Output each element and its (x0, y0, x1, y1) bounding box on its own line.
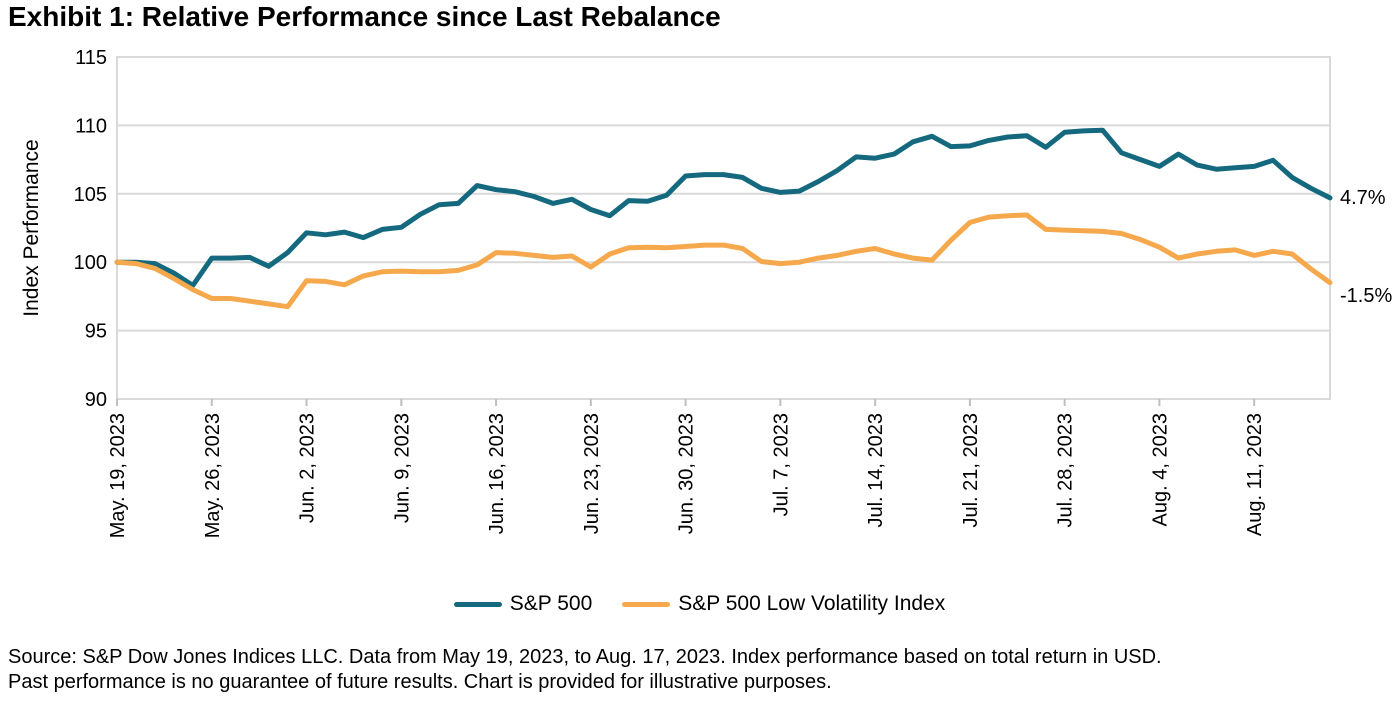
x-tick-label: Jun. 30, 2023 (676, 413, 698, 534)
y-tick-label: 115 (75, 47, 107, 69)
x-tick-label: Aug. 11, 2023 (1244, 413, 1266, 536)
y-tick-label: 90 (85, 389, 107, 411)
legend-item-low-vol: S&P 500 Low Volatility Index (622, 592, 945, 616)
x-tick-label: Jun. 23, 2023 (581, 413, 603, 534)
legend-label-sp500: S&P 500 (509, 592, 593, 615)
x-tick-label: Jul. 28, 2023 (1055, 413, 1077, 528)
legend-item-sp500: S&P 500 (453, 592, 593, 616)
x-tick-label: Jul. 14, 2023 (865, 413, 887, 528)
x-tick-label: May. 19, 2023 (107, 413, 129, 538)
x-tick-label: Jun. 9, 2023 (391, 413, 413, 523)
y-tick-label: 110 (75, 115, 107, 137)
legend-label-low-vol: S&P 500 Low Volatility Index (678, 592, 946, 615)
source-text: Source: S&P Dow Jones Indices LLC. Data … (8, 645, 1396, 695)
plot-border (116, 56, 1331, 400)
low-vol-line-swatch (622, 601, 671, 607)
source-text-line1: Source: S&P Dow Jones Indices LLC. Data … (8, 646, 1162, 668)
source-text-line2: Past performance is no guarantee of futu… (8, 671, 832, 693)
x-tick-label: Jun. 16, 2023 (486, 413, 508, 534)
chart-legend: S&P 500 S&P 500 Low Volatility Index (0, 592, 1399, 616)
y-tick-label: 95 (85, 321, 107, 343)
y-tick-label: 105 (74, 184, 107, 206)
low-vol-line (114, 212, 1333, 310)
x-tick-label: May. 26, 2023 (202, 413, 224, 538)
x-tick-label: Jun. 2, 2023 (297, 413, 319, 523)
y-axis-title: Index Performance (20, 139, 43, 317)
end-label-sp500: 4.7% (1340, 187, 1386, 209)
sp500-line (114, 127, 1333, 288)
x-tick-label: Aug. 4, 2023 (1149, 413, 1171, 526)
sp500-line-swatch (453, 601, 502, 607)
end-label-low-vol: -1.5% (1340, 285, 1393, 307)
x-tick-label: Jul. 7, 2023 (770, 413, 792, 516)
x-tick-label: Jul. 21, 2023 (960, 413, 982, 528)
y-tick-label: 100 (74, 252, 107, 274)
page-title: Exhibit 1: Relative Performance since La… (8, 1, 721, 32)
performance-line-chart: 90 95 100 105 110 115 May. 19, 2023 May. 26, 20… (74, 47, 1333, 538)
